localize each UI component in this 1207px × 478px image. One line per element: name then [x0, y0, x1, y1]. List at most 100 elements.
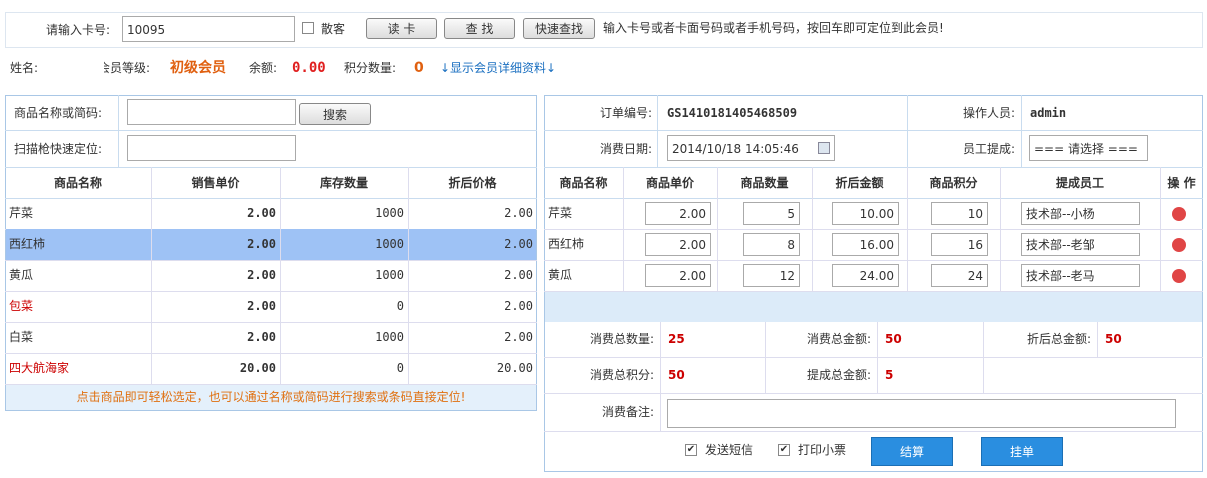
- cell: 2.00: [151, 291, 280, 322]
- column-header: 折后金额: [812, 168, 907, 198]
- level: 初级会员: [170, 58, 240, 78]
- hold-button[interactable]: 挂单: [981, 437, 1063, 466]
- card-input[interactable]: 10095: [122, 16, 295, 42]
- cell-input[interactable]: 10.00: [832, 202, 899, 225]
- number-label: 订单编号:: [544, 96, 652, 130]
- staff-select[interactable]: 技术部--小杨: [1021, 202, 1140, 225]
- cell: 0: [280, 353, 408, 384]
- cell-input[interactable]: 10: [931, 202, 988, 225]
- border-line: [408, 167, 409, 384]
- cell-input[interactable]: 24.00: [832, 264, 899, 287]
- cell-input[interactable]: 16.00: [832, 233, 899, 256]
- cell: 2.00: [151, 229, 280, 260]
- points: 0: [414, 58, 434, 78]
- search-button[interactable]: 搜索: [299, 103, 371, 125]
- print-label: 打印小票: [798, 440, 858, 460]
- cell-input[interactable]: 12: [743, 264, 800, 287]
- search-label: 商品名称或简码:: [14, 100, 118, 126]
- checkbox[interactable]: ✔: [685, 444, 697, 456]
- delete-icon[interactable]: [1172, 269, 1186, 283]
- cell[interactable]: 四大航海家: [5, 353, 151, 384]
- blank-row: [545, 292, 1202, 322]
- cell: 芹菜: [548, 198, 623, 229]
- label: 消费总数量:: [544, 322, 660, 357]
- delete-icon[interactable]: [1172, 207, 1186, 221]
- label: 消费总积分:: [544, 357, 660, 393]
- border-line: [623, 167, 624, 291]
- cell[interactable]: 白菜: [5, 322, 151, 353]
- border-line: [151, 167, 152, 384]
- cell: 2.00: [151, 198, 280, 229]
- cell: 2.00: [408, 322, 537, 353]
- cell: 2.00: [151, 260, 280, 291]
- border-line: [1097, 322, 1098, 357]
- cell: 黄瓜: [548, 260, 623, 291]
- border-line: [544, 229, 1203, 230]
- cell[interactable]: 包菜: [5, 291, 151, 322]
- balance: 0.00: [292, 58, 337, 78]
- cell: 2.00: [408, 198, 537, 229]
- details-link[interactable]: ↓显示会员详细资料↓: [440, 58, 580, 78]
- column-header: 商品名称: [5, 168, 151, 198]
- cell-input[interactable]: 8: [743, 233, 800, 256]
- cell: 20.00: [151, 353, 280, 384]
- border-line: [544, 260, 1203, 261]
- cell-input[interactable]: 2.00: [645, 202, 711, 225]
- checkbox[interactable]: ✔: [778, 444, 790, 456]
- border-line: [1160, 167, 1161, 291]
- cell-input[interactable]: 16: [931, 233, 988, 256]
- label: 折后总金额:: [983, 322, 1097, 357]
- points-label: 积分数量:: [344, 58, 414, 78]
- search-input[interactable]: [127, 99, 296, 125]
- sms-label: 发送短信: [705, 440, 765, 460]
- date-label: 消费日期:: [544, 131, 652, 167]
- commission-label: 员工提成:: [907, 131, 1015, 167]
- border-line: [544, 431, 1203, 432]
- button[interactable]: 快速查找: [523, 18, 595, 39]
- border-line: [717, 167, 718, 291]
- delete-icon[interactable]: [1172, 238, 1186, 252]
- border-line: [907, 167, 908, 291]
- cell: 20.00: [408, 353, 537, 384]
- value: 5: [877, 357, 983, 393]
- tip-row: 点击商品即可轻松选定，也可以通过名称或简码进行搜索或条码直接定位!: [6, 385, 536, 410]
- cell[interactable]: 芹菜: [5, 198, 151, 229]
- button[interactable]: 查 找: [444, 18, 515, 39]
- operator-label: 操作人员:: [907, 96, 1015, 130]
- calendar-icon[interactable]: [818, 142, 830, 154]
- date-input[interactable]: 2014/10/18 14:05:46: [667, 135, 835, 161]
- scan-label: 扫描枪快速定位:: [14, 136, 118, 162]
- cell: 1000: [280, 322, 408, 353]
- walk-in-label: 散客: [321, 20, 361, 38]
- border-line: [1021, 95, 1022, 167]
- settle-button[interactable]: 结算: [871, 437, 953, 466]
- commission-select[interactable]: === 请选择 ===: [1029, 135, 1148, 161]
- cell: 2.00: [408, 260, 537, 291]
- column-header: 销售单价: [151, 168, 280, 198]
- hint: 输入卡号或者卡面号码或者手机号码，按回车即可定位到此会员!: [603, 18, 1003, 38]
- staff-select[interactable]: 技术部--老马: [1021, 264, 1140, 287]
- staff-select[interactable]: 技术部--老邹: [1021, 233, 1140, 256]
- remark-input[interactable]: [667, 399, 1176, 428]
- border-line: [877, 322, 878, 393]
- cell-input[interactable]: 2.00: [645, 233, 711, 256]
- border-line: [765, 322, 766, 393]
- border-line: [280, 167, 281, 384]
- level-label: 会员等级:: [98, 58, 168, 78]
- value: 50: [1097, 322, 1203, 357]
- cell-input[interactable]: 2.00: [645, 264, 711, 287]
- cell: 西红柿: [548, 229, 623, 260]
- cell[interactable]: 西红柿: [5, 229, 151, 260]
- value: 25: [660, 322, 765, 357]
- cell-input[interactable]: 24: [931, 264, 988, 287]
- order-number: GS1410181405468509: [667, 96, 907, 130]
- border-line: [812, 167, 813, 291]
- column-header: 折后价格: [408, 168, 537, 198]
- cell[interactable]: 黄瓜: [5, 260, 151, 291]
- cell-input[interactable]: 5: [743, 202, 800, 225]
- button[interactable]: 读 卡: [366, 18, 437, 39]
- checkbox[interactable]: [302, 22, 314, 34]
- scan-input[interactable]: [127, 135, 296, 161]
- column-header: 商品单价: [623, 168, 717, 198]
- border-line: [544, 198, 1203, 199]
